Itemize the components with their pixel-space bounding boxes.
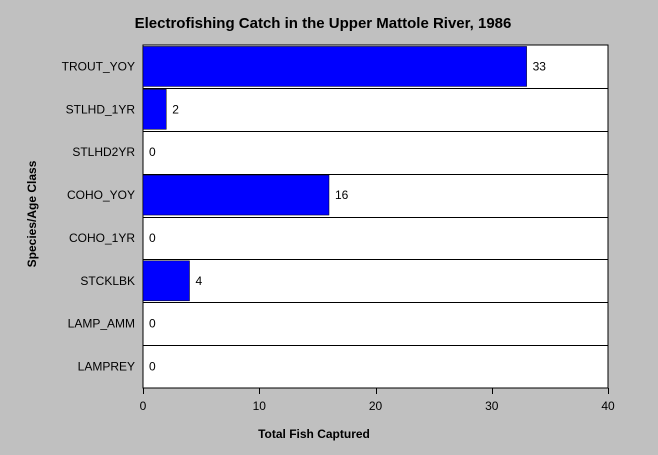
y-tick-label: COHO_1YR <box>69 231 135 245</box>
y-tick-label: TROUT_YOY <box>62 59 135 73</box>
value-label: 0 <box>149 145 156 159</box>
y-tick-label: STCKLBK <box>80 274 135 288</box>
value-label: 4 <box>196 274 203 288</box>
bar <box>142 174 330 216</box>
bars <box>142 46 527 302</box>
value-labels: 33 2 0 16 0 4 0 0 <box>149 59 546 373</box>
y-tick-label: COHO_YOY <box>67 188 135 202</box>
x-tick-label: 40 <box>601 399 615 413</box>
y-tick-label: LAMPREY <box>78 360 135 374</box>
bar <box>142 89 167 130</box>
x-axis-ticks: 0 10 20 30 40 <box>140 388 615 413</box>
x-tick-label: 30 <box>485 399 499 413</box>
y-tick-label: STLHD2YR <box>72 145 135 159</box>
bar <box>142 46 527 87</box>
value-label: 0 <box>149 231 156 245</box>
y-tick-label: STLHD_1YR <box>66 102 136 116</box>
chart-title: Electrofishing Catch in the Upper Mattol… <box>135 15 512 32</box>
value-label: 33 <box>533 59 547 73</box>
y-axis-tick-labels: TROUT_YOY STLHD_1YR STLHD2YR COHO_YOY COHO_1… <box>62 59 136 373</box>
grid-lines <box>143 88 608 346</box>
x-tick-label: 10 <box>253 399 267 413</box>
plot-area <box>142 44 609 389</box>
value-label: 0 <box>149 360 156 374</box>
y-axis-title: Species/Age Class <box>25 160 39 267</box>
x-axis-title: Total Fish Captured <box>258 427 370 441</box>
bar <box>142 260 190 302</box>
value-label: 2 <box>172 102 179 116</box>
value-label: 0 <box>149 317 156 331</box>
y-tick-label: LAMP_AMM <box>68 317 135 331</box>
value-label: 16 <box>335 188 349 202</box>
x-tick-label: 20 <box>369 399 383 413</box>
x-tick-label: 0 <box>140 399 147 413</box>
